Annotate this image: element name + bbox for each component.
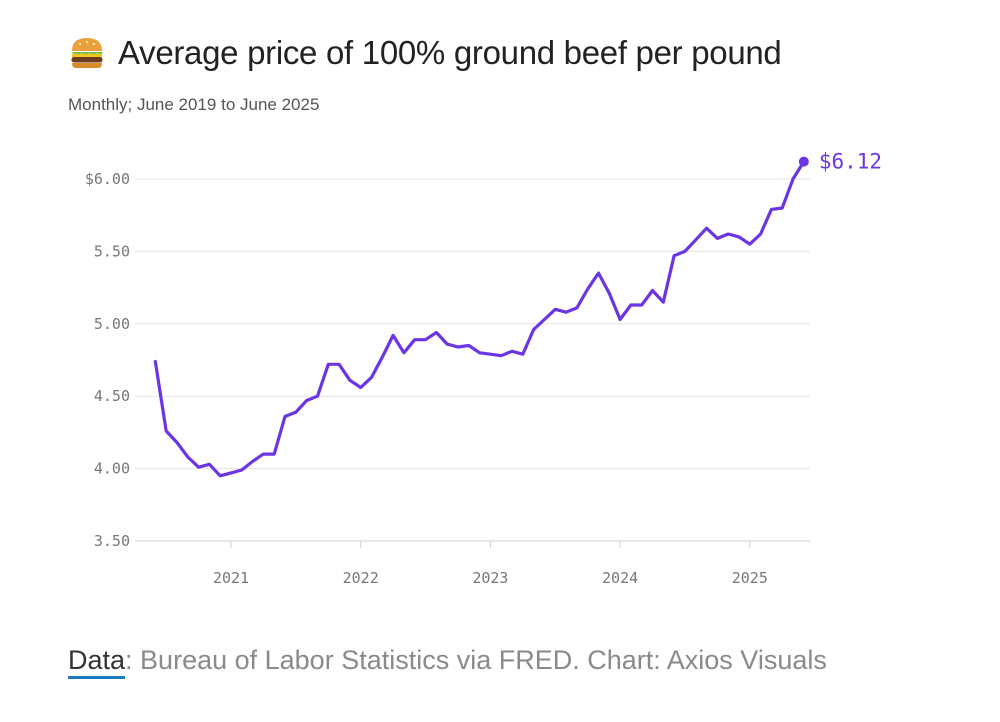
y-tick-label: 4.00 (94, 460, 130, 478)
x-tick-label: 2022 (343, 569, 379, 587)
y-tick-label: 5.00 (94, 315, 130, 333)
source-text: : Bureau of Labor Statistics via FRED. C… (125, 645, 827, 675)
data-source-link[interactable]: Data (68, 645, 126, 679)
series-line (153, 160, 806, 478)
y-tick-label: $6.00 (85, 170, 130, 188)
line-chart: $6.00 5.50 5.00 4.50 4.00 3.50 2021 2022 2023 202… (85, 150, 882, 587)
end-point-marker (798, 156, 809, 167)
title-row: Average price of 100% ground beef per po… (68, 34, 782, 72)
x-tick-label: 2024 (602, 569, 638, 587)
end-value-label: $6.12 (819, 150, 882, 174)
y-tick-label: 3.50 (94, 532, 130, 550)
source-note: Data: Bureau of Labor Statistics via FRE… (68, 645, 827, 679)
x-tick-label: 2025 (732, 569, 768, 587)
y-tick-label: 4.50 (94, 387, 130, 405)
chart-subtitle: Monthly; June 2019 to June 2025 (68, 95, 320, 114)
x-tick-label: 2023 (472, 569, 508, 587)
burger-icon (71, 38, 103, 68)
chart-title: Average price of 100% ground beef per po… (118, 34, 782, 71)
y-tick-label: 5.50 (94, 242, 130, 260)
x-tick-label: 2021 (213, 569, 249, 587)
